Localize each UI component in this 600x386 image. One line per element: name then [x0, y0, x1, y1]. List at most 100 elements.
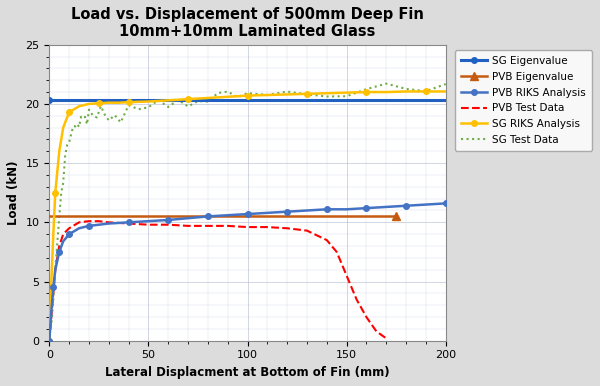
SG Test Data [46, 331, 53, 335]
X-axis label: Lateral Displacment at Bottom of Fin (mm): Lateral Displacment at Bottom of Fin (mm… [105, 366, 390, 379]
PVB Test Data [353, 297, 360, 301]
Line: SG Test Data: SG Test Data [49, 84, 446, 333]
SG RIKS Analysis [46, 339, 53, 343]
PVB RIKS Analysis [323, 207, 331, 212]
PVB Test Data [56, 244, 63, 248]
PVB RIKS Analysis [105, 221, 112, 226]
SG RIKS Analysis [264, 93, 271, 97]
PVB Test Data [204, 223, 211, 228]
SG RIKS Analysis [50, 232, 57, 237]
SG RIKS Analysis [184, 97, 191, 102]
PVB RIKS Analysis [46, 339, 53, 343]
PVB Test Data [48, 315, 55, 319]
PVB RIKS Analysis [264, 210, 271, 215]
PVB Test Data [95, 219, 103, 223]
PVB Test Data [284, 226, 291, 230]
SG RIKS Analysis [204, 96, 211, 100]
PVB Test Data [184, 223, 191, 228]
PVB RIKS Analysis [442, 201, 449, 206]
PVB Test Data [125, 221, 132, 226]
SG RIKS Analysis [164, 98, 172, 103]
SG RIKS Analysis [383, 90, 390, 94]
PVB RIKS Analysis [343, 207, 350, 212]
SG RIKS Analysis [85, 102, 92, 106]
SG RIKS Analysis [363, 90, 370, 94]
Y-axis label: Load (kN): Load (kN) [7, 161, 20, 225]
PVB Test Data [224, 223, 232, 228]
PVB Test Data [373, 329, 380, 334]
PVB RIKS Analysis [65, 232, 73, 237]
PVB RIKS Analysis [48, 309, 55, 313]
PVB Test Data [65, 226, 73, 230]
Line: SG RIKS Analysis: SG RIKS Analysis [47, 89, 448, 344]
Line: PVB Test Data: PVB Test Data [49, 221, 386, 341]
SG RIKS Analysis [145, 99, 152, 104]
SG RIKS Analysis [52, 190, 59, 195]
PVB RIKS Analysis [50, 285, 57, 290]
SG RIKS Analysis [343, 90, 350, 95]
PVB Test Data [164, 222, 172, 227]
PVB Test Data [304, 228, 311, 233]
PVB RIKS Analysis [422, 202, 430, 207]
PVB Test Data [363, 315, 370, 319]
PVB RIKS Analysis [85, 223, 92, 228]
SG RIKS Analysis [56, 149, 63, 154]
SG RIKS Analysis [422, 89, 430, 94]
SG RIKS Analysis [59, 125, 67, 130]
PVB RIKS Analysis [204, 214, 211, 219]
PVB RIKS Analysis [59, 239, 67, 244]
SG RIKS Analysis [48, 279, 55, 284]
PVB RIKS Analysis [76, 226, 83, 230]
SG RIKS Analysis [105, 100, 112, 105]
SG Test Data [175, 98, 182, 102]
PVB Test Data [105, 220, 112, 225]
PVB RIKS Analysis [244, 212, 251, 217]
SG RIKS Analysis [115, 100, 122, 105]
SG Test Data [77, 115, 85, 119]
Title: Load vs. Displacement of 500mm Deep Fin
10mm+10mm Laminated Glass: Load vs. Displacement of 500mm Deep Fin … [71, 7, 424, 39]
PVB RIKS Analysis [184, 216, 191, 220]
SG Test Data [422, 89, 430, 93]
SG RIKS Analysis [76, 104, 83, 108]
SG RIKS Analysis [403, 89, 410, 94]
PVB Test Data [52, 267, 59, 272]
PVB RIKS Analysis [383, 205, 390, 209]
PVB Test Data [46, 339, 53, 343]
PVB Test Data [343, 273, 350, 278]
PVB RIKS Analysis [304, 208, 311, 213]
PVB RIKS Analysis [403, 203, 410, 208]
PVB Test Data [264, 225, 271, 229]
PVB RIKS Analysis [125, 220, 132, 225]
SG RIKS Analysis [95, 101, 103, 106]
SG RIKS Analysis [244, 93, 251, 98]
SG RIKS Analysis [224, 95, 232, 99]
PVB RIKS Analysis [224, 213, 232, 218]
SG Test Data [442, 82, 449, 86]
PVB RIKS Analysis [363, 206, 370, 210]
PVB Test Data [145, 222, 152, 227]
SG RIKS Analysis [125, 100, 132, 105]
PVB Test Data [333, 250, 340, 254]
SG RIKS Analysis [323, 91, 331, 96]
PVB Test Data [323, 238, 331, 242]
PVB Test Data [85, 219, 92, 223]
SG RIKS Analysis [65, 110, 73, 115]
PVB RIKS Analysis [164, 218, 172, 222]
Line: PVB RIKS Analysis: PVB RIKS Analysis [47, 201, 448, 344]
PVB RIKS Analysis [284, 209, 291, 214]
SG RIKS Analysis [284, 92, 291, 97]
PVB RIKS Analysis [52, 267, 59, 272]
SG Test Data [204, 99, 211, 104]
PVB RIKS Analysis [56, 250, 63, 254]
PVB Test Data [76, 220, 83, 225]
SG Test Data [383, 81, 390, 86]
PVB Test Data [59, 232, 67, 237]
PVB Test Data [383, 336, 390, 341]
SG RIKS Analysis [304, 91, 311, 96]
PVB Test Data [244, 225, 251, 229]
PVB Test Data [50, 291, 57, 296]
Legend: SG Eigenvalue, PVB Eigenvalue, PVB RIKS Analysis, PVB Test Data, SG RIKS Analysi: SG Eigenvalue, PVB Eigenvalue, PVB RIKS … [455, 50, 592, 151]
PVB RIKS Analysis [145, 219, 152, 223]
SG Test Data [68, 132, 75, 137]
SG RIKS Analysis [442, 89, 449, 94]
